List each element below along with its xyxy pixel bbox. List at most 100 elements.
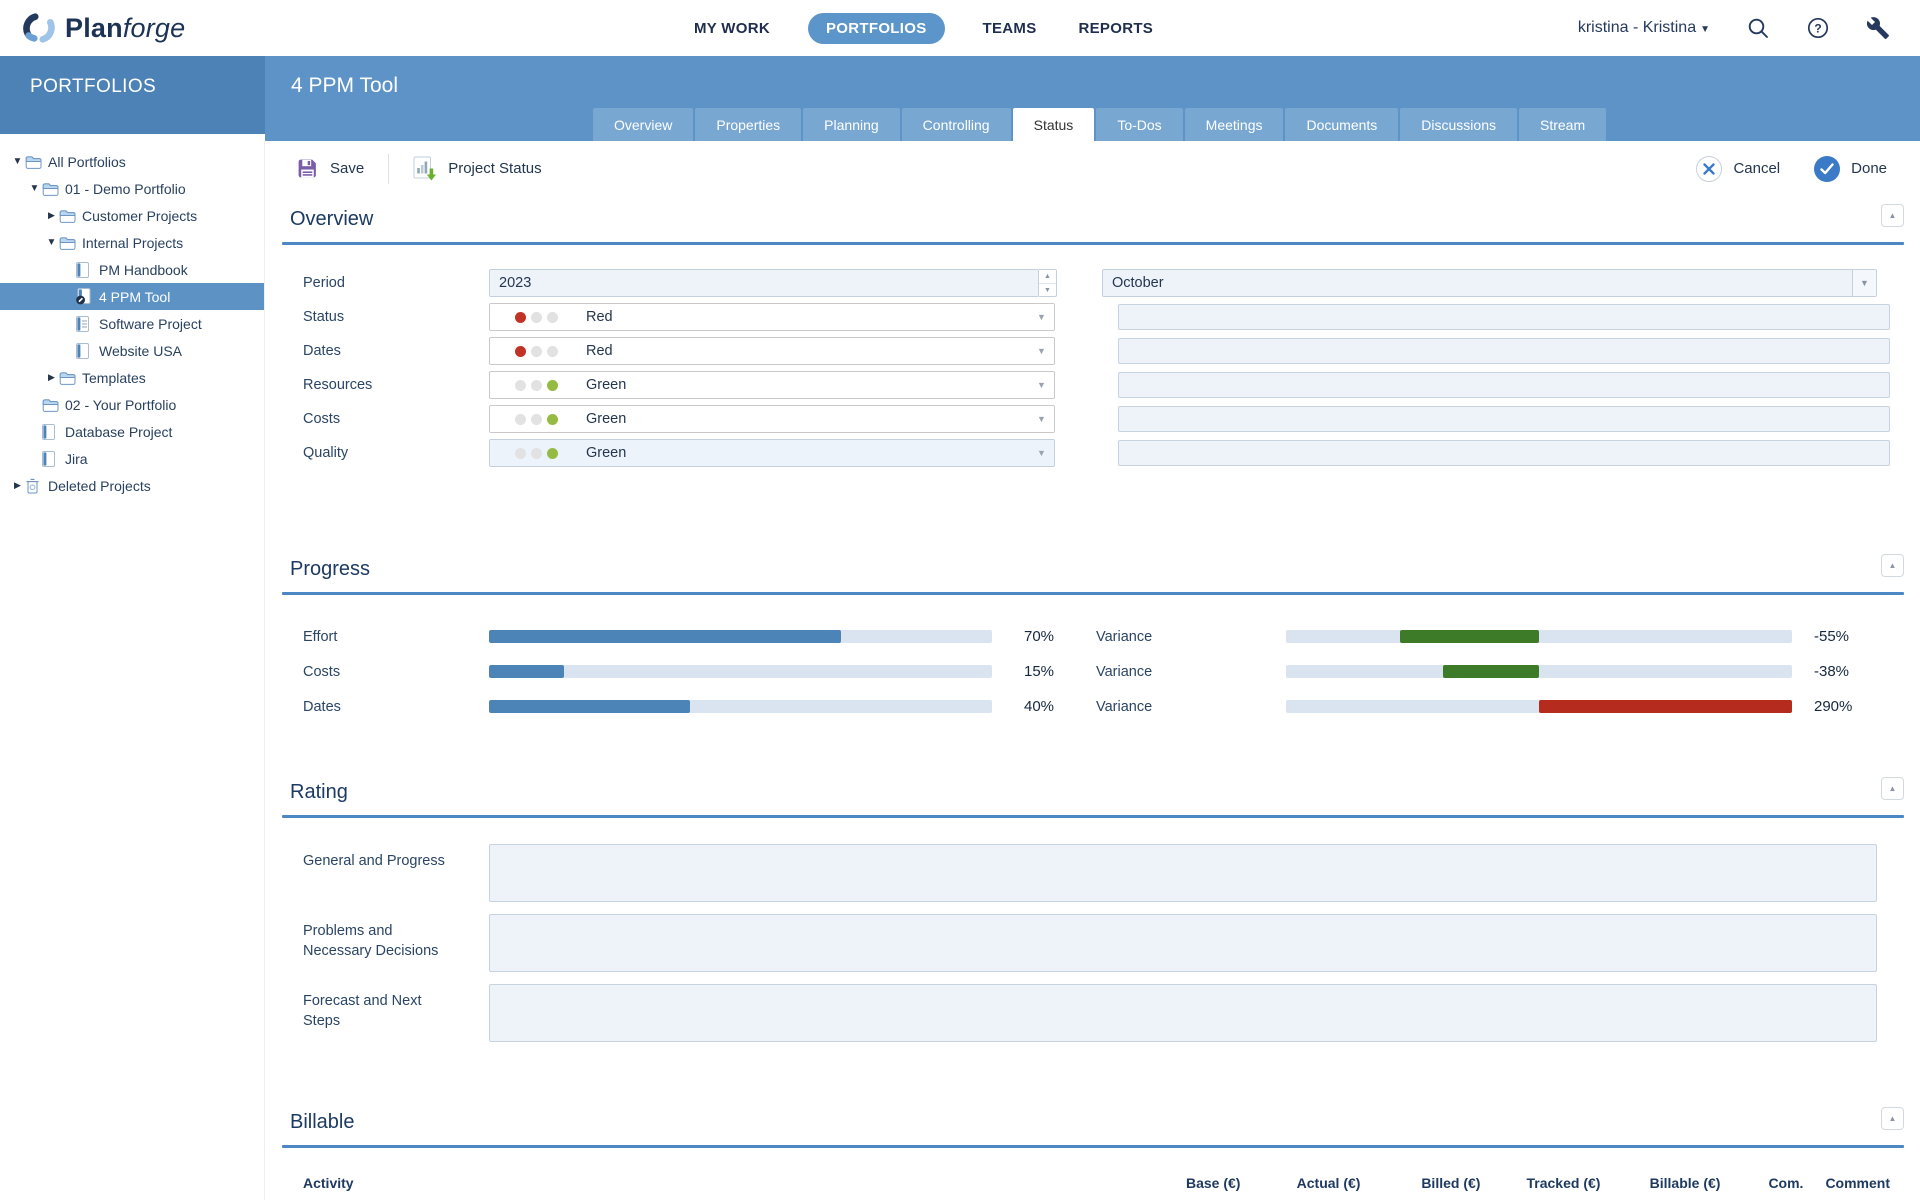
costs-comment-field[interactable] <box>1117 406 1890 432</box>
project-status-button[interactable]: Project Status <box>407 156 547 181</box>
tree-item-label: Database Project <box>65 423 173 440</box>
status-dot <box>547 447 558 459</box>
resources-status-select[interactable]: Green ▼ <box>489 371 1055 399</box>
dates-status-select[interactable]: Red ▼ <box>489 337 1055 365</box>
nav-item-my-work[interactable]: MY WORK <box>694 19 770 37</box>
rating-collapse-button[interactable]: ▲ <box>1881 777 1904 800</box>
tree-expander-icon[interactable]: ▼ <box>29 183 40 194</box>
section-divider <box>282 815 1904 818</box>
billable-collapse-button[interactable]: ▲ <box>1881 1107 1904 1130</box>
tree-item-website-usa[interactable]: Website USA <box>0 337 264 364</box>
period-label: Period <box>303 275 345 291</box>
tab-properties[interactable]: Properties <box>695 108 802 141</box>
tab-documents[interactable]: Documents <box>1285 108 1399 141</box>
tree-item-4-ppm-tool[interactable]: 4 PPM Tool <box>0 283 264 310</box>
project-edit-icon <box>76 288 95 305</box>
billable-col-actual-: Actual (€) <box>1296 1175 1361 1191</box>
general-and-progress-textarea[interactable] <box>489 844 1877 902</box>
month-select[interactable]: October ▼ <box>1102 269 1877 297</box>
dates-progress-bar <box>489 700 992 713</box>
tree-item-label: Internal Projects <box>82 234 184 251</box>
nav-item-reports[interactable]: REPORTS <box>1078 19 1154 37</box>
variance-bar-fill <box>1442 665 1539 678</box>
tree-item-database-project[interactable]: Database Project <box>0 418 264 445</box>
status-comment-field[interactable] <box>1117 304 1890 330</box>
status-dot <box>531 379 542 391</box>
rating-row-general-and-progress: General and Progress <box>290 844 1890 902</box>
search-icon[interactable] <box>1746 16 1770 40</box>
tab-bar: Overview Properties Planning Controlling Sta… <box>593 108 1607 141</box>
progress-bar-fill <box>489 700 691 713</box>
tree-item-01-demo-portfolio[interactable]: ▼ 01 - Demo Portfolio <box>0 175 264 202</box>
quality-comment-field[interactable] <box>1117 440 1890 466</box>
chevron-down-icon: ▼ <box>1036 380 1046 390</box>
save-floppy-icon <box>296 157 319 180</box>
tree-item-label: PM Handbook <box>99 261 188 278</box>
stepper-down-icon[interactable]: ▼ <box>1044 287 1051 294</box>
section-divider <box>282 1145 1904 1148</box>
billable-table-header: Activity Base (€) Actual (€) Billed (€) Trac… <box>290 1175 1890 1191</box>
general-and-progress-label: General and Progress <box>303 853 445 869</box>
costs-progress-bar <box>489 665 992 678</box>
tree-expander-icon[interactable]: ▶ <box>48 372 55 382</box>
tab-discussions[interactable]: Discussions <box>1400 108 1517 141</box>
tab-status[interactable]: Status <box>1012 108 1095 141</box>
forecast-and-next-steps-textarea[interactable] <box>489 984 1877 1042</box>
quality-status-select[interactable]: Green ▼ <box>489 439 1055 467</box>
tree-item-all-portfolios[interactable]: ▼ All Portfolios <box>0 148 264 175</box>
tree-item-software-project[interactable]: Software Project <box>0 310 264 337</box>
user-menu[interactable]: kristina - Kristina ▼ <box>1577 19 1710 36</box>
costs-status-select[interactable]: Green ▼ <box>489 405 1055 433</box>
tree-item-deleted-projects[interactable]: ▶ Deleted Projects <box>0 472 264 499</box>
chevron-down-icon: ▼ <box>1036 448 1046 458</box>
tab-controlling[interactable]: Controlling <box>901 108 1011 141</box>
period-stepper[interactable]: ▲ ▼ <box>1039 269 1057 297</box>
tree-expander-icon[interactable]: ▶ <box>14 480 21 490</box>
done-button[interactable]: Done <box>1808 155 1893 182</box>
tab-stream[interactable]: Stream <box>1519 108 1607 141</box>
tab-meetings[interactable]: Meetings <box>1184 108 1284 141</box>
tab-overview[interactable]: Overview <box>593 108 694 141</box>
resources-comment-field[interactable] <box>1117 372 1890 398</box>
page-header: 4 PPM Tool Overview Properties Planning Con… <box>265 56 1920 141</box>
effort-progress-bar <box>489 630 992 643</box>
tree-item-jira[interactable]: Jira <box>0 445 264 472</box>
nav-item-teams[interactable]: TEAMS <box>982 19 1037 37</box>
tree-item-customer-projects[interactable]: ▶ Customer Projects <box>0 202 264 229</box>
project-status-label: Project Status <box>448 160 542 177</box>
nav-item-portfolios[interactable]: PORTFOLIOS <box>808 12 945 44</box>
help-icon[interactable]: ? <box>1806 16 1830 40</box>
status-value: Red <box>586 309 613 325</box>
variance-label: Variance <box>1096 628 1153 645</box>
status-value: Red <box>586 343 613 359</box>
save-button[interactable]: Save <box>290 157 370 180</box>
status-dots-icon <box>515 379 558 391</box>
dates-comment-field[interactable] <box>1117 338 1890 364</box>
status-status-select[interactable]: Red ▼ <box>489 303 1055 331</box>
problems-and-necessary-decisions-label: Problems and Necessary Decisions <box>303 923 439 959</box>
status-value: Green <box>586 411 627 427</box>
cancel-button[interactable]: Cancel <box>1690 155 1786 182</box>
costs-row: Costs Green ▼ <box>290 402 1890 436</box>
stepper-up-icon[interactable]: ▲ <box>1039 270 1056 284</box>
tree-expander-icon[interactable]: ▼ <box>12 156 23 167</box>
planforge-logo-icon <box>22 11 56 45</box>
billable-col-billed-: Billed (€) <box>1421 1175 1481 1191</box>
tree-item-02-your-portfolio[interactable]: 02 - Your Portfolio <box>0 391 264 418</box>
period-input[interactable]: 2023 <box>489 269 1039 297</box>
progress-collapse-button[interactable]: ▲ <box>1881 554 1904 577</box>
wrench-icon[interactable] <box>1866 16 1890 40</box>
problems-and-necessary-decisions-textarea[interactable] <box>489 914 1877 972</box>
tree-expander-icon[interactable]: ▶ <box>48 210 55 220</box>
dates-label: Dates <box>303 698 341 715</box>
overview-collapse-button[interactable]: ▲ <box>1881 204 1904 227</box>
brand[interactable]: Planforge <box>0 11 420 45</box>
tree-item-internal-projects[interactable]: ▼ Internal Projects <box>0 229 264 256</box>
main-nav: MY WORK PORTFOLIOS TEAMS REPORTS <box>690 12 1157 44</box>
tree-item-templates[interactable]: ▶ Templates <box>0 364 264 391</box>
tree-item-pm-handbook[interactable]: PM Handbook <box>0 256 264 283</box>
tab-planning[interactable]: Planning <box>803 108 900 141</box>
status-dots-icon <box>515 413 558 425</box>
tab-to-dos[interactable]: To-Dos <box>1096 108 1183 141</box>
tree-expander-icon[interactable]: ▼ <box>46 237 57 248</box>
